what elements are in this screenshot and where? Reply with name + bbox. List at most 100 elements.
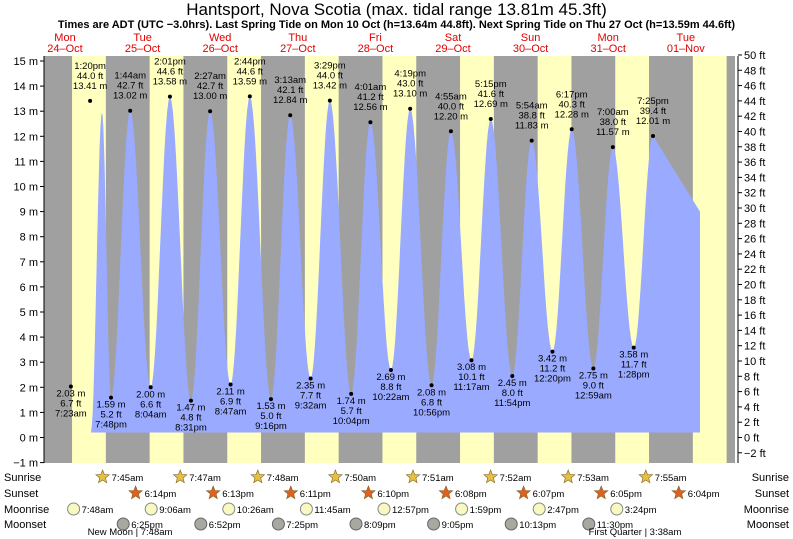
- moonset-time: 7:25pm: [286, 520, 318, 531]
- high-tide-time: 4:19pm: [394, 69, 426, 80]
- low-tide-time: 9:16pm: [255, 421, 287, 432]
- day-label: Fri: [369, 32, 382, 44]
- low-tide-time: 9:32am: [295, 401, 327, 412]
- moonset-icon: [582, 517, 596, 531]
- sunset-icon: [283, 485, 299, 500]
- high-tide-feet: 42.7 ft: [197, 81, 224, 92]
- moonset-time: 6:52pm: [209, 520, 241, 531]
- date-label: 01–Nov: [667, 43, 705, 55]
- date-label: 25–Oct: [125, 43, 160, 55]
- row-label-left: Moonrise: [4, 504, 49, 516]
- sunrise-icon: [327, 469, 343, 484]
- y-tick-label-m: 14 m: [14, 81, 38, 93]
- low-tide-metres: 1.47 m: [176, 403, 205, 414]
- high-tide-feet: 42.7 ft: [117, 81, 144, 92]
- high-tide-time: 2:44pm: [234, 56, 266, 67]
- date-label: 28–Oct: [358, 43, 393, 55]
- y-tick-label-ft: 2 ft: [744, 417, 759, 429]
- high-tide-feet: 38.8 ft: [518, 111, 545, 122]
- low-tide-time: 10:56pm: [413, 407, 450, 418]
- tide-extreme-dot: [448, 129, 453, 134]
- sunset-icon: [516, 485, 532, 500]
- tide-curve: [91, 96, 700, 433]
- date-label: 27–Oct: [280, 43, 315, 55]
- y-tick-label-ft: 46 ft: [744, 81, 765, 93]
- y-tick-label-ft: 6 ft: [744, 387, 759, 399]
- high-tide-time: 4:01am: [355, 82, 387, 93]
- high-tide-time: 1:44am: [114, 71, 146, 82]
- y-tick-label-ft: 36 ft: [744, 157, 765, 169]
- low-tide-metres: 3.58 m: [619, 350, 648, 361]
- y-tick-label-m: 10 m: [14, 182, 38, 194]
- moonset-time: 9:05pm: [442, 520, 474, 531]
- y-tick-label-ft: 34 ft: [744, 172, 765, 184]
- low-tide-feet: 11.7 ft: [621, 360, 647, 371]
- low-tide-feet: 9.0 ft: [583, 380, 604, 391]
- moonrise-icon: [222, 502, 236, 516]
- tide-extreme-dot: [650, 134, 655, 139]
- sunrise-time: 7:52am: [500, 473, 532, 484]
- low-tide-metres: 2.00 m: [136, 389, 165, 400]
- high-tide-metres: 12.84 m: [273, 95, 307, 106]
- high-tide-metres: 13.10 m: [393, 89, 427, 100]
- sunrise-time: 7:55am: [655, 473, 687, 484]
- sunrise-time: 7:51am: [422, 473, 454, 484]
- high-tide-metres: 11.57 m: [596, 127, 630, 138]
- tide-extreme-dot: [327, 98, 332, 103]
- low-tide-feet: 8.8 ft: [380, 382, 401, 393]
- high-tide-time: 3:13am: [274, 75, 306, 86]
- moonset-icon: [116, 517, 130, 531]
- high-tide-feet: 42.1 ft: [277, 85, 304, 96]
- date-label: 29–Oct: [435, 43, 470, 55]
- sunset-icon: [671, 485, 687, 500]
- chart-title: Hantsport, Nova Scotia (max. tidal range…: [186, 0, 607, 19]
- low-tide-time: 12:59am: [575, 390, 612, 401]
- low-tide-metres: 2.45 m: [498, 378, 527, 389]
- high-tide-metres: 12.69 m: [474, 99, 508, 110]
- date-label: 30–Oct: [513, 43, 548, 55]
- low-tide-time: 8:47am: [215, 407, 247, 418]
- y-tick-label-ft: 26 ft: [744, 234, 765, 246]
- moon-phase-first-quarter: First Quarter | 3:38am: [589, 527, 682, 538]
- y-tick-label-ft: 16 ft: [744, 310, 765, 322]
- moonset-icon: [504, 517, 518, 531]
- moonrise-time: 3:24pm: [625, 505, 657, 516]
- moonrise-icon: [144, 502, 158, 516]
- tide-extreme-dot: [469, 358, 474, 363]
- sunset-icon: [360, 485, 376, 500]
- low-tide-metres: 1.74 m: [337, 396, 366, 407]
- low-tide-feet: 5.7 ft: [341, 406, 362, 417]
- low-tide-metres: 2.11 m: [216, 387, 244, 398]
- y-tick-label-ft: 50 ft: [744, 50, 765, 62]
- sunset-time: 6:10pm: [377, 489, 409, 500]
- y-tick-label-ft: −2 ft: [744, 448, 766, 460]
- high-tide-metres: 13.02 m: [113, 91, 147, 102]
- sunset-time: 6:05pm: [610, 489, 642, 500]
- tide-extreme-dot: [368, 120, 373, 125]
- y-tick-label-ft: 12 ft: [744, 341, 765, 353]
- sunrise-time: 7:48am: [267, 473, 299, 484]
- y-tick-label-ft: 40 ft: [744, 126, 765, 138]
- sunrise-icon: [172, 469, 188, 484]
- low-tide-time: 7:23am: [55, 409, 87, 420]
- y-tick-label-m: 4 m: [20, 332, 38, 344]
- moonrise-icon: [610, 502, 624, 516]
- high-tide-time: 1:20pm: [74, 61, 106, 72]
- low-tide-time: 11:17am: [453, 382, 489, 393]
- low-tide-metres: 2.35 m: [296, 381, 325, 392]
- y-tick-label-m: 13 m: [14, 106, 38, 118]
- sunset-time: 6:11pm: [300, 489, 331, 500]
- y-tick-label-ft: 14 ft: [744, 325, 765, 337]
- date-label: 26–Oct: [202, 43, 237, 55]
- tide-extreme-dot: [288, 113, 293, 118]
- moonrise-time: 2:47pm: [547, 505, 579, 516]
- moonset-icon: [427, 517, 441, 531]
- tide-extreme-dot: [228, 382, 233, 387]
- high-tide-metres: 13.00 m: [193, 91, 227, 102]
- moonrise-time: 7:48am: [82, 505, 114, 516]
- sunset-time: 6:13pm: [222, 489, 254, 500]
- tide-extreme-dot: [128, 108, 133, 113]
- moonrise-time: 10:26am: [237, 505, 274, 516]
- y-tick-label-m: −1 m: [13, 458, 38, 470]
- y-tick-label-m: 11 m: [14, 156, 38, 168]
